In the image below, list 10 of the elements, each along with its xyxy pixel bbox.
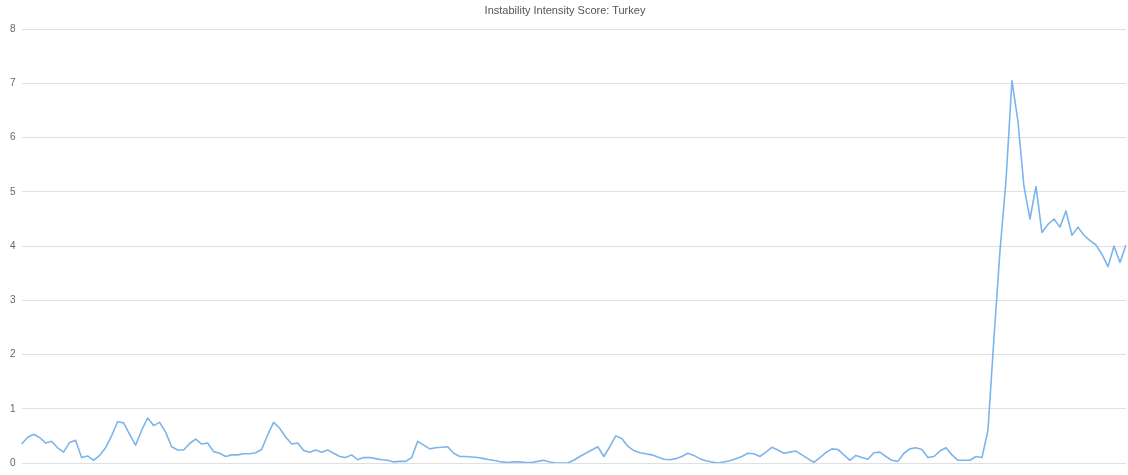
y-tick-label: 0 <box>10 456 16 468</box>
y-tick-label: 5 <box>10 185 16 197</box>
y-tick-label: 6 <box>10 131 16 143</box>
y-tick-label: 7 <box>10 77 16 89</box>
y-tick-label: 3 <box>10 294 16 306</box>
y-tick-label: 2 <box>10 348 16 360</box>
chart-title: Instability Intensity Score: Turkey <box>484 3 646 16</box>
y-tick-label: 1 <box>10 402 16 414</box>
y-tick-label: 8 <box>10 22 16 34</box>
y-tick-label: 4 <box>10 239 16 251</box>
